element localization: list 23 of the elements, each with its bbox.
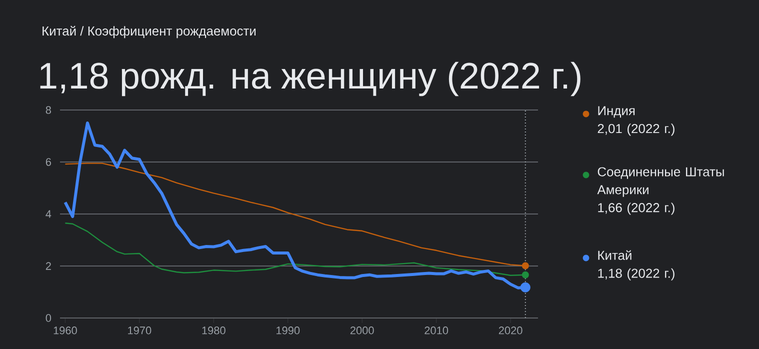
chart-title: 1,18 рожд. на женщину (2022 г.) bbox=[40, 62, 580, 96]
text: 2,01 (2022 г.) bbox=[598, 124, 674, 136]
x-tick-label: 1980 bbox=[202, 326, 226, 334]
x-tick-label: 1990 bbox=[276, 326, 300, 334]
y-tick-label: 4 bbox=[46, 210, 52, 218]
x-tick-label: 1970 bbox=[128, 326, 152, 334]
legend-label: Соединенные Штаты Америки bbox=[597, 167, 724, 197]
text: 1,18 (2022 г.) bbox=[598, 268, 674, 280]
legend-label: Индия bbox=[598, 106, 635, 118]
y-tick-label: 0 bbox=[46, 314, 52, 322]
x-tick-label: 2020 bbox=[498, 326, 522, 334]
text: 1,66 (2022 г.) bbox=[598, 202, 674, 215]
y-tick-label: 2 bbox=[46, 262, 51, 270]
y-tick-label: 8 bbox=[46, 106, 51, 114]
chart-subtitle: Китай / Коэффициент рождаемости bbox=[42, 26, 256, 38]
y-tick-label: 6 bbox=[46, 158, 51, 166]
x-tick-label: 1960 bbox=[54, 326, 77, 334]
point bbox=[520, 282, 530, 292]
x-tick-label: 2010 bbox=[424, 326, 448, 334]
point bbox=[522, 271, 529, 278]
point bbox=[522, 262, 529, 270]
legend-label: Китай bbox=[598, 250, 632, 260]
x-tick-label: 2000 bbox=[350, 326, 374, 334]
